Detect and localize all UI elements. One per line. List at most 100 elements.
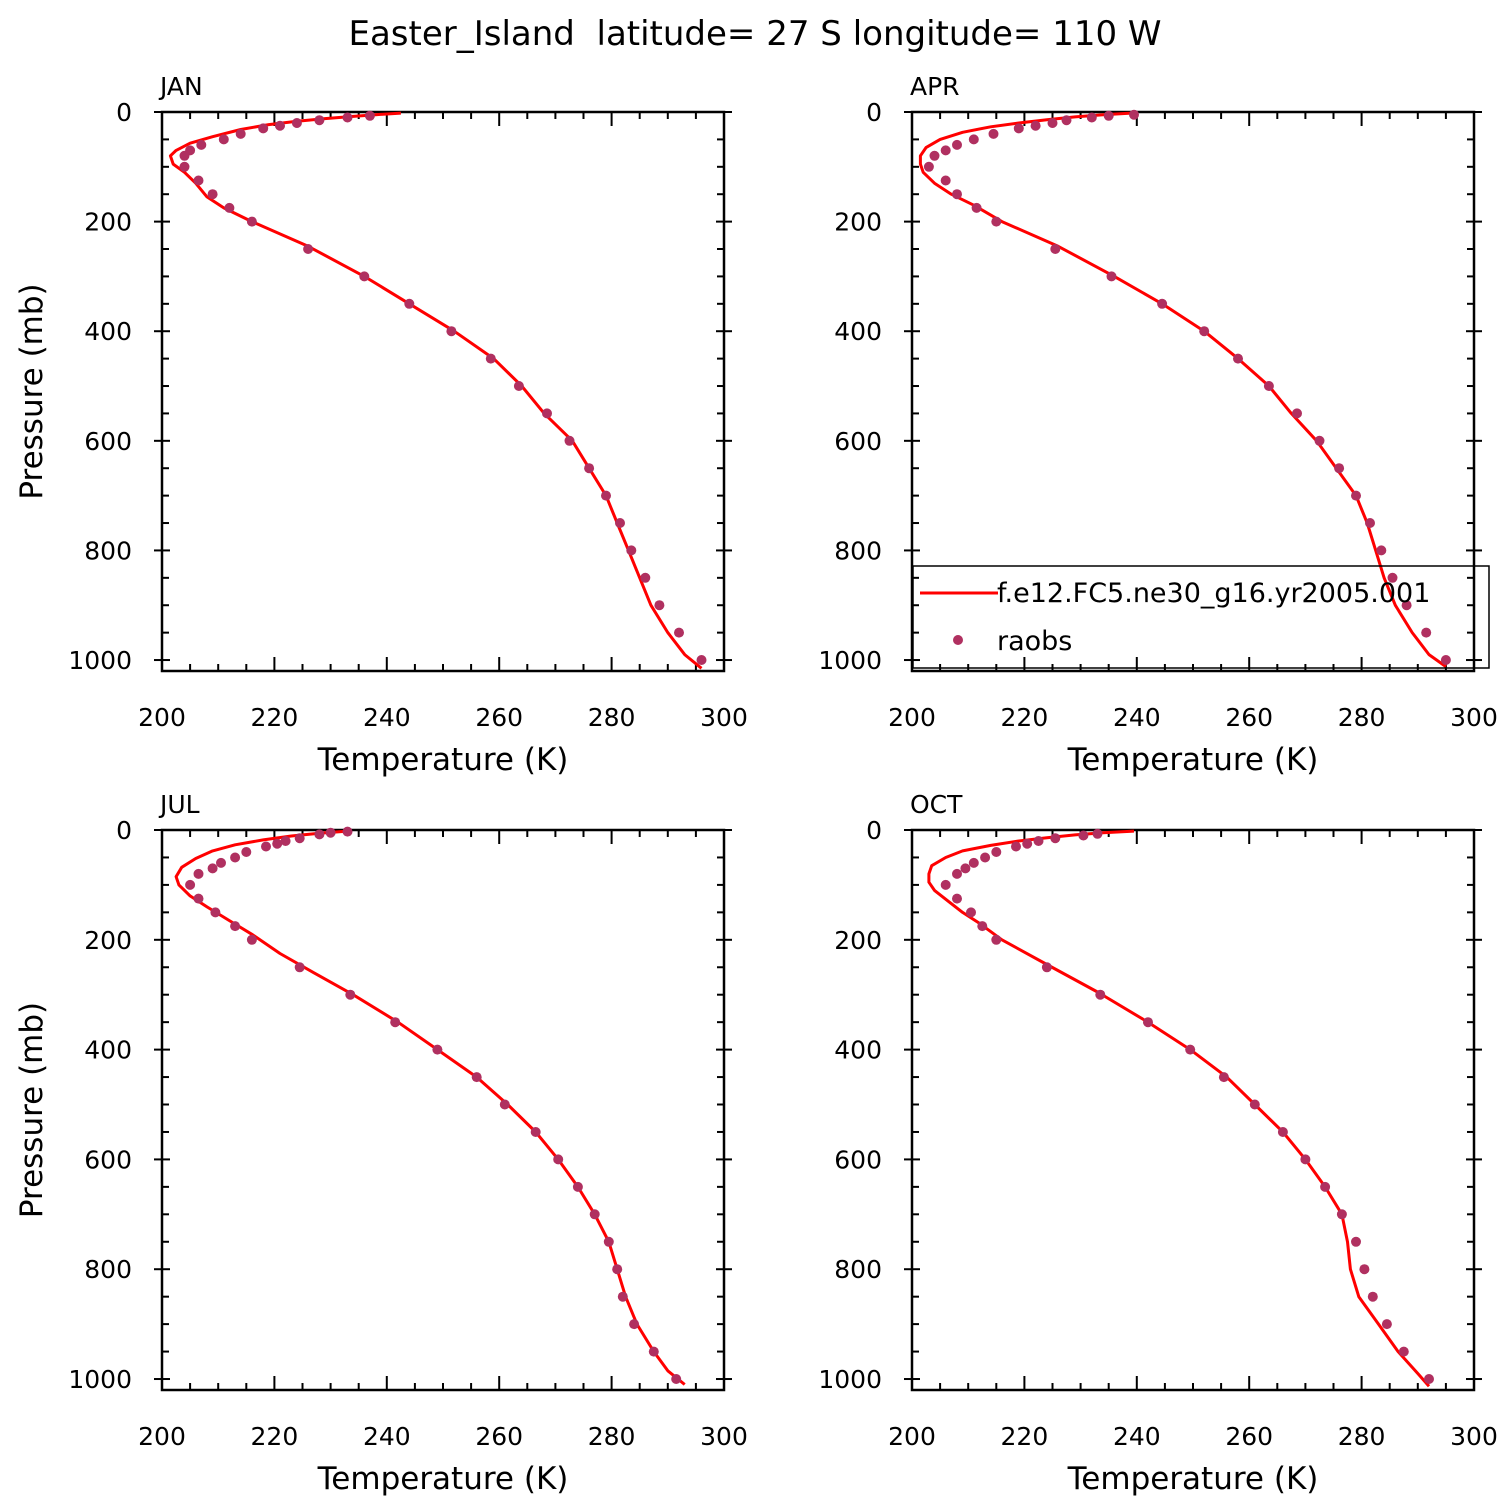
- raobs-point: [966, 907, 976, 918]
- y-tick-label: 0: [866, 816, 882, 845]
- raobs-point: [179, 161, 190, 172]
- raobs-point: [991, 934, 1002, 945]
- raobs-point: [471, 1072, 482, 1083]
- raobs-point: [1185, 1044, 1196, 1055]
- model-series-line: [174, 829, 686, 1386]
- panels: 200 220 240 260 280 300 0 200 400 600 800 1000 JAN Te…: [14, 72, 1498, 1497]
- panel-jul: 200 220 240 260 280 300 0 200 400 600 800 1000 JUL Te…: [14, 790, 748, 1497]
- y-tick-label: 200: [84, 926, 132, 955]
- x-tick-label: 280: [1338, 1422, 1386, 1451]
- raobs-point: [971, 202, 982, 213]
- y-tick-label: 600: [84, 1145, 132, 1174]
- raobs-point: [1314, 435, 1325, 446]
- raobs-point: [940, 145, 951, 156]
- raobs-point: [1199, 326, 1210, 337]
- raobs-point: [1336, 1209, 1347, 1220]
- y-tick-label: 1000: [68, 646, 132, 675]
- raobs-point: [1011, 841, 1021, 852]
- raobs-point: [207, 189, 218, 200]
- x-tick-label: 220: [251, 703, 299, 732]
- x-tick-label: 200: [138, 703, 186, 732]
- raobs-point: [601, 490, 611, 501]
- x-axis-label: Temperature (K): [1067, 1461, 1319, 1497]
- raobs-point: [513, 381, 524, 391]
- raobs-point: [929, 150, 940, 161]
- y-tick-label: 600: [84, 427, 132, 456]
- x-tick-label: 280: [1338, 703, 1386, 732]
- x-tick-label: 300: [1450, 703, 1498, 732]
- raobs-point: [193, 175, 204, 186]
- y-tick-label: 400: [84, 317, 132, 346]
- x-tick-label: 220: [251, 1422, 299, 1451]
- raobs-point: [584, 463, 595, 474]
- raobs-point: [1061, 115, 1072, 126]
- raobs-point: [230, 921, 241, 932]
- raobs-point: [1381, 1319, 1392, 1330]
- raobs-point: [648, 1346, 659, 1357]
- raobs-point: [1033, 836, 1044, 846]
- raobs-point: [246, 216, 257, 227]
- legend-box: [912, 565, 1490, 669]
- raobs-point: [303, 244, 314, 254]
- raobs-point: [1376, 545, 1387, 556]
- raobs-point: [196, 139, 207, 150]
- raobs-point: [564, 435, 575, 446]
- raobs-point: [542, 408, 552, 419]
- y-axis-label: Pressure (mb): [14, 1002, 50, 1218]
- raobs-point: [235, 128, 246, 139]
- x-tick-label: 200: [888, 703, 936, 732]
- raobs-point: [1320, 1181, 1331, 1192]
- raobs-point: [230, 852, 241, 863]
- raobs-point: [1249, 1099, 1260, 1110]
- raobs-point: [218, 134, 229, 145]
- raobs-point: [654, 600, 665, 611]
- raobs-point: [952, 868, 962, 879]
- x-tick-label: 200: [138, 1422, 186, 1451]
- x-tick-label: 240: [363, 1422, 411, 1451]
- raobs-point: [446, 326, 457, 337]
- y-tick-label: 800: [834, 536, 882, 565]
- legend-marker-swatch: [953, 635, 963, 645]
- panel-label: JAN: [158, 72, 203, 101]
- raobs-point: [952, 189, 962, 200]
- raobs-point: [1041, 962, 1052, 973]
- raobs-point: [1263, 381, 1274, 391]
- raobs-point: [530, 1127, 541, 1137]
- x-tick-label: 280: [588, 703, 636, 732]
- raobs-point: [612, 1264, 623, 1275]
- y-tick-label: 800: [84, 536, 132, 565]
- raobs-point: [1103, 110, 1114, 121]
- x-axis-label: Temperature (K): [317, 742, 569, 778]
- raobs-point: [1218, 1072, 1229, 1083]
- raobs-point: [1086, 112, 1097, 123]
- raobs-point: [991, 216, 1002, 227]
- raobs-point: [1233, 353, 1243, 364]
- raobs-point: [224, 202, 235, 213]
- raobs-point: [952, 893, 962, 904]
- y-axis-label: Pressure (mb): [14, 283, 50, 499]
- raobs-point: [1092, 828, 1103, 839]
- y-tick-label: 400: [834, 317, 882, 346]
- raobs-point: [1050, 833, 1061, 844]
- raobs-point: [696, 655, 707, 665]
- raobs-point: [1050, 244, 1061, 254]
- plot-frame: [160, 110, 726, 673]
- raobs-point: [390, 1017, 401, 1028]
- raobs-point: [1292, 408, 1302, 419]
- y-tick-label: 200: [84, 208, 132, 237]
- raobs-point: [275, 120, 285, 131]
- y-tick-label: 0: [116, 98, 132, 127]
- raobs-point: [1401, 600, 1412, 611]
- plot-frame: [910, 828, 1476, 1392]
- raobs-point: [345, 989, 356, 1000]
- x-tick-label: 300: [700, 703, 748, 732]
- raobs-point: [193, 868, 204, 879]
- raobs-point: [1365, 518, 1375, 528]
- x-tick-label: 300: [700, 1422, 748, 1451]
- raobs-point: [603, 1236, 614, 1247]
- y-tick-label: 800: [84, 1255, 132, 1284]
- raobs-point: [1047, 118, 1058, 128]
- raobs-point: [185, 879, 196, 890]
